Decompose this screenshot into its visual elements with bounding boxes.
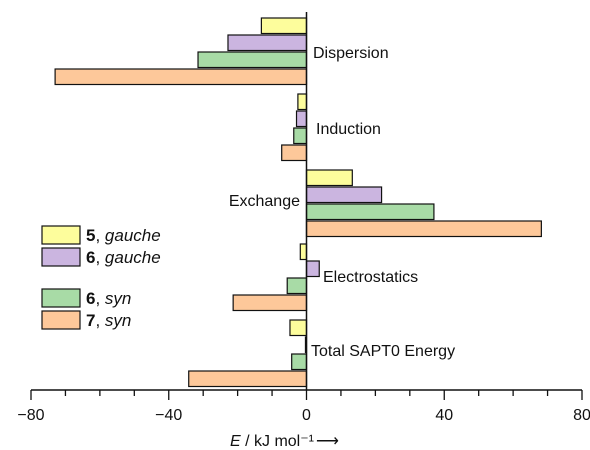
x-axis: −80 −40 0 40 80 E / kJ mol⁻¹ ⟶ xyxy=(17,389,590,450)
bar-exchange-6-syn xyxy=(305,203,435,221)
legend-label-7-syn: 7, syn xyxy=(86,311,131,330)
bar-electrostatics-7-syn xyxy=(232,294,308,312)
bars-layer xyxy=(54,12,542,390)
legend-label-6-gauche: 6, gauche xyxy=(86,248,161,267)
x-tick-label: 80 xyxy=(573,407,590,424)
category-label-dispersion: Dispersion xyxy=(313,45,389,62)
bar-induction-6-gauche xyxy=(295,110,308,128)
bar-dispersion-5-gauche xyxy=(260,17,308,35)
bar-induction-5-gauche xyxy=(297,93,308,111)
bar-total-sapt0-energy-5-gauche xyxy=(289,319,308,337)
x-tick-label: −80 xyxy=(17,407,44,424)
bar-total-sapt0-energy-7-syn xyxy=(188,370,308,388)
x-tick-label: 40 xyxy=(435,407,453,424)
category-label-induction: Induction xyxy=(316,121,381,138)
x-axis-title: E / kJ mol⁻¹ ⟶ xyxy=(230,433,339,450)
bar-exchange-7-syn xyxy=(305,220,542,238)
category-label-electrostatics: Electrostatics xyxy=(323,269,418,286)
bar-electrostatics-5-gauche xyxy=(299,243,308,261)
legend: 5, gauche 6, gauche 6, syn 7, syn xyxy=(41,225,161,330)
bar-total-sapt0-energy-6-syn xyxy=(291,353,308,371)
bar-exchange-6-gauche xyxy=(305,186,383,204)
bar-electrostatics-6-gauche xyxy=(305,260,320,278)
category-label-total-sapt0-energy: Total SAPT0 Energy xyxy=(311,343,455,360)
x-tick-label: −40 xyxy=(155,407,182,424)
legend-label-5-gauche: 5, gauche xyxy=(86,226,161,245)
bar-dispersion-6-syn xyxy=(197,51,308,69)
category-label-exchange: Exchange xyxy=(229,193,300,210)
legend-label-6-syn: 6, syn xyxy=(86,289,131,308)
bar-dispersion-7-syn xyxy=(54,68,308,86)
legend-swatch-6-gauche xyxy=(41,247,81,267)
bar-induction-6-syn xyxy=(293,127,308,145)
bar-dispersion-6-gauche xyxy=(227,34,308,52)
legend-swatch-6-syn xyxy=(41,288,81,308)
x-tick-label: 0 xyxy=(302,407,311,424)
bar-induction-7-syn xyxy=(281,144,308,162)
legend-swatch-7-syn xyxy=(41,310,81,330)
bar-exchange-5-gauche xyxy=(305,169,353,187)
legend-swatch-5-gauche xyxy=(41,225,81,245)
bar-electrostatics-6-syn xyxy=(286,277,308,295)
category-labels: Dispersion Induction Exchange Electrostatic… xyxy=(229,45,455,360)
